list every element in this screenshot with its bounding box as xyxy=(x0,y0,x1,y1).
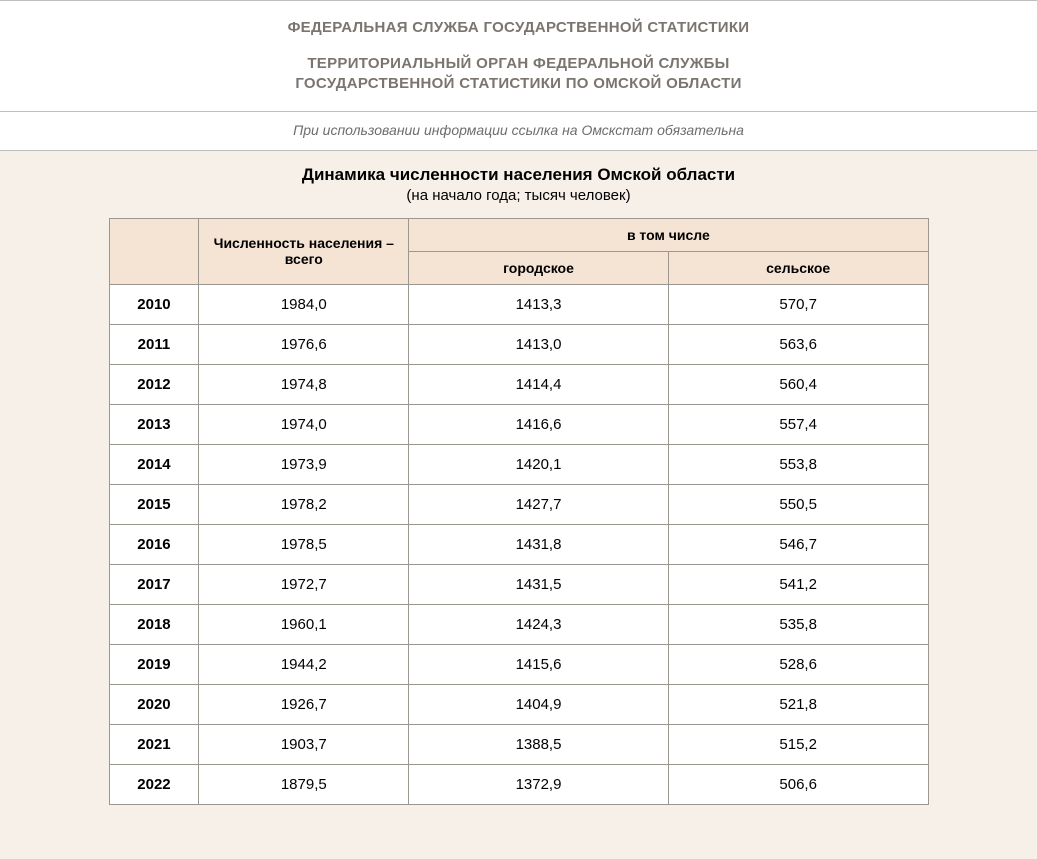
header-including: в том числе xyxy=(409,218,928,251)
table-row: 20211903,71388,5515,2 xyxy=(109,724,928,764)
cell-year: 2018 xyxy=(109,604,199,644)
cell-rural: 521,8 xyxy=(668,684,928,724)
cell-rural: 546,7 xyxy=(668,524,928,564)
cell-year: 2021 xyxy=(109,724,199,764)
cell-total: 1944,2 xyxy=(199,644,409,684)
cell-year: 2016 xyxy=(109,524,199,564)
table-body: 20101984,01413,3570,720111976,61413,0563… xyxy=(109,284,928,804)
org-line2a: ТЕРРИТОРИАЛЬНЫЙ ОРГАН ФЕДЕРАЛЬНОЙ СЛУЖБЫ xyxy=(307,55,729,72)
cell-urban: 1388,5 xyxy=(409,724,669,764)
cell-rural: 506,6 xyxy=(668,764,928,804)
cell-year: 2017 xyxy=(109,564,199,604)
cell-urban: 1415,6 xyxy=(409,644,669,684)
population-table: Численность населения – всего в том числ… xyxy=(109,218,929,805)
table-row: 20171972,71431,5541,2 xyxy=(109,564,928,604)
cell-year: 2015 xyxy=(109,484,199,524)
cell-year: 2011 xyxy=(109,324,199,364)
table-container: Численность населения – всего в том числ… xyxy=(0,218,1037,825)
cell-total: 1879,5 xyxy=(199,764,409,804)
cell-year: 2020 xyxy=(109,684,199,724)
cell-urban: 1424,3 xyxy=(409,604,669,644)
cell-urban: 1431,5 xyxy=(409,564,669,604)
header-total: Численность населения – всего xyxy=(199,218,409,284)
cell-urban: 1413,0 xyxy=(409,324,669,364)
cell-rural: 563,6 xyxy=(668,324,928,364)
title-main: Динамика численности населения Омской об… xyxy=(0,165,1037,185)
table-row: 20131974,01416,6557,4 xyxy=(109,404,928,444)
header-urban: городское xyxy=(409,251,669,284)
cell-year: 2013 xyxy=(109,404,199,444)
table-row: 20151978,21427,7550,5 xyxy=(109,484,928,524)
title-sub: (на начало года; тысяч человек) xyxy=(0,187,1037,204)
cell-year: 2014 xyxy=(109,444,199,484)
cell-year: 2022 xyxy=(109,764,199,804)
table-row: 20161978,51431,8546,7 xyxy=(109,524,928,564)
cell-total: 1903,7 xyxy=(199,724,409,764)
cell-total: 1984,0 xyxy=(199,284,409,324)
cell-total: 1976,6 xyxy=(199,324,409,364)
cell-urban: 1420,1 xyxy=(409,444,669,484)
cell-rural: 557,4 xyxy=(668,404,928,444)
cell-rural: 528,6 xyxy=(668,644,928,684)
cell-rural: 570,7 xyxy=(668,284,928,324)
cell-rural: 560,4 xyxy=(668,364,928,404)
cell-rural: 550,5 xyxy=(668,484,928,524)
cell-urban: 1372,9 xyxy=(409,764,669,804)
table-row: 20191944,21415,6528,6 xyxy=(109,644,928,684)
notice-bar: При использовании информации ссылка на О… xyxy=(0,112,1037,151)
cell-urban: 1427,7 xyxy=(409,484,669,524)
table-row: 20121974,81414,4560,4 xyxy=(109,364,928,404)
table-row: 20181960,11424,3535,8 xyxy=(109,604,928,644)
cell-urban: 1431,8 xyxy=(409,524,669,564)
document-title: Динамика численности населения Омской об… xyxy=(0,165,1037,204)
table-row: 20111976,61413,0563,6 xyxy=(109,324,928,364)
cell-total: 1926,7 xyxy=(199,684,409,724)
cell-rural: 535,8 xyxy=(668,604,928,644)
header-rural: сельское xyxy=(668,251,928,284)
cell-urban: 1413,3 xyxy=(409,284,669,324)
cell-rural: 553,8 xyxy=(668,444,928,484)
table-row: 20221879,51372,9506,6 xyxy=(109,764,928,804)
table-row: 20141973,91420,1553,8 xyxy=(109,444,928,484)
cell-rural: 515,2 xyxy=(668,724,928,764)
cell-rural: 541,2 xyxy=(668,564,928,604)
cell-year: 2019 xyxy=(109,644,199,684)
cell-total: 1974,0 xyxy=(199,404,409,444)
org-title-territorial: ТЕРРИТОРИАЛЬНЫЙ ОРГАН ФЕДЕРАЛЬНОЙ СЛУЖБЫ… xyxy=(0,54,1037,95)
notice-text: При использовании информации ссылка на О… xyxy=(293,122,744,138)
org-title-federal: ФЕДЕРАЛЬНАЯ СЛУЖБА ГОСУДАРСТВЕННОЙ СТАТИ… xyxy=(0,19,1037,36)
cell-total: 1973,9 xyxy=(199,444,409,484)
cell-total: 1974,8 xyxy=(199,364,409,404)
cell-total: 1972,7 xyxy=(199,564,409,604)
cell-urban: 1404,9 xyxy=(409,684,669,724)
table-row: 20101984,01413,3570,7 xyxy=(109,284,928,324)
org-header: ФЕДЕРАЛЬНАЯ СЛУЖБА ГОСУДАРСТВЕННОЙ СТАТИ… xyxy=(0,0,1037,112)
table-row: 20201926,71404,9521,8 xyxy=(109,684,928,724)
cell-urban: 1414,4 xyxy=(409,364,669,404)
cell-total: 1978,2 xyxy=(199,484,409,524)
header-year-blank xyxy=(109,218,199,284)
cell-year: 2010 xyxy=(109,284,199,324)
cell-total: 1978,5 xyxy=(199,524,409,564)
cell-year: 2012 xyxy=(109,364,199,404)
org-line2b: ГОСУДАРСТВЕННОЙ СТАТИСТИКИ ПО ОМСКОЙ ОБЛ… xyxy=(295,75,741,92)
cell-urban: 1416,6 xyxy=(409,404,669,444)
cell-total: 1960,1 xyxy=(199,604,409,644)
